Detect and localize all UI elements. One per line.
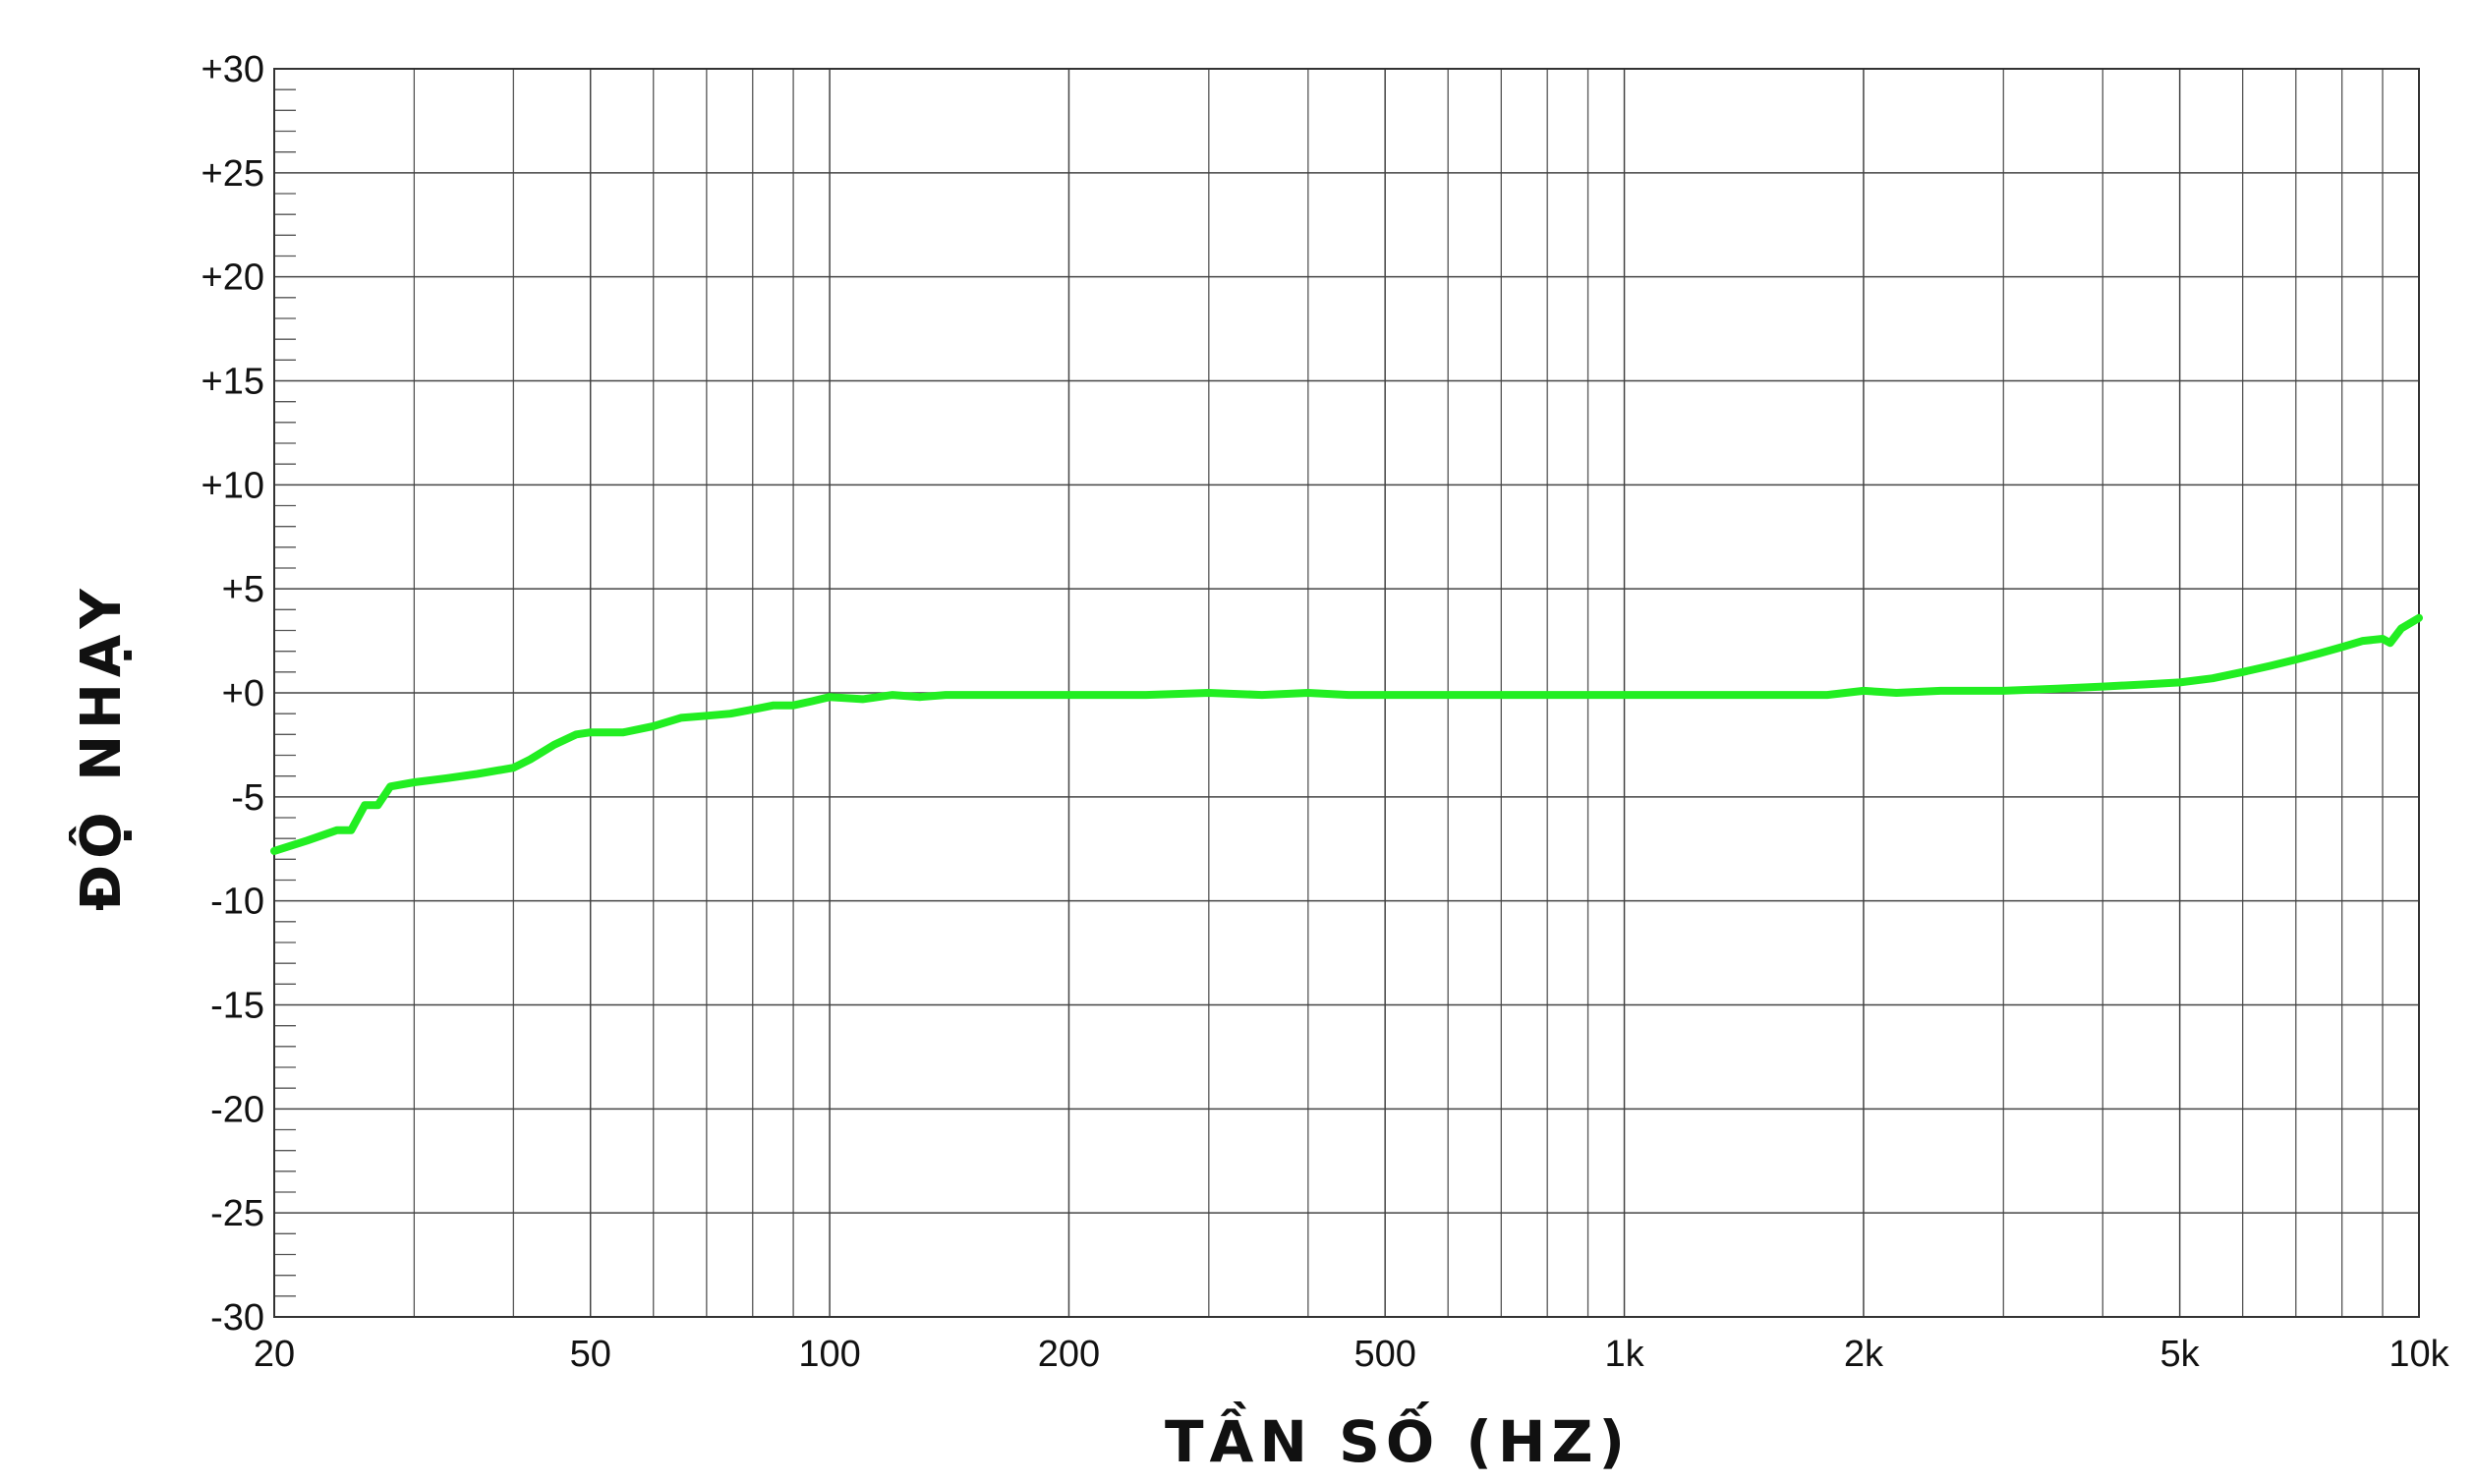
series-layer	[270, 613, 2423, 855]
y-tick-label: +20	[201, 257, 264, 299]
x-tick-label: 10k	[2389, 1334, 2449, 1375]
y-tick-label: -10	[210, 882, 264, 923]
y-tick-label: +15	[201, 362, 264, 403]
response-curve-line	[270, 613, 2423, 855]
y-tick-labels: +30 +25 +20 +15 +10 +5 +0 -5 -10 -15 -20 -25 -30	[201, 49, 264, 1339]
y-axis-title: ĐỘ NHẠY	[70, 583, 134, 911]
y-tick-label: +5	[222, 569, 264, 610]
x-tick-label: 50	[570, 1334, 611, 1375]
x-tick-label: 200	[1038, 1334, 1100, 1375]
y-minor-ticks	[274, 88, 296, 1297]
y-tick-label: -15	[210, 986, 264, 1027]
x-tick-label: 5k	[2160, 1334, 2201, 1375]
plot-frame	[273, 68, 2420, 1318]
x-tick-labels: 20 50 100 200 500 1k 2k 5k 10k	[254, 1334, 2450, 1375]
y-tick-label: +10	[201, 465, 264, 506]
y-tick-label: +0	[222, 673, 264, 714]
x-tick-label: 20	[254, 1334, 295, 1375]
x-axis-title: TẦN SỐ (HZ)	[1165, 1399, 1631, 1475]
y-tick-label: -20	[210, 1089, 264, 1130]
y-tick-label: -25	[210, 1193, 264, 1234]
x-tick-label: 1k	[1604, 1334, 1644, 1375]
y-tick-label: -30	[210, 1297, 264, 1339]
x-tick-label: 500	[1353, 1334, 1415, 1375]
y-tick-label: -5	[231, 777, 264, 819]
x-tick-label: 2k	[1844, 1334, 1884, 1375]
y-tick-label: +30	[201, 49, 264, 90]
x-tick-label: 100	[798, 1334, 860, 1375]
y-tick-label: +25	[201, 153, 264, 195]
